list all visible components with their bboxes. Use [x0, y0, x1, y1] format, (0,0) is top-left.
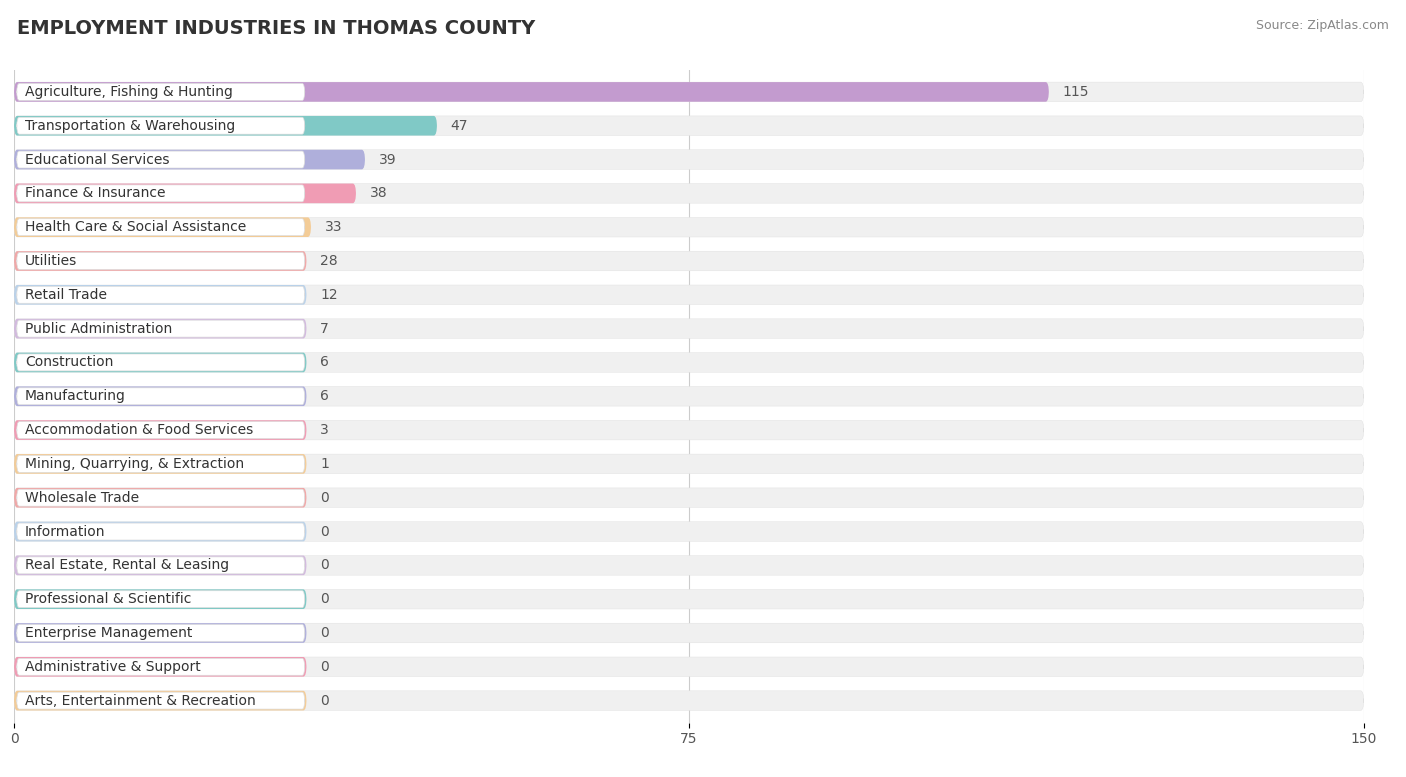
FancyBboxPatch shape [17, 490, 305, 506]
Text: 0: 0 [321, 694, 329, 708]
Text: 0: 0 [321, 660, 329, 674]
FancyBboxPatch shape [14, 691, 1364, 710]
Text: 3: 3 [321, 423, 329, 437]
FancyBboxPatch shape [14, 150, 366, 169]
FancyBboxPatch shape [17, 625, 305, 642]
Text: Construction: Construction [25, 355, 114, 369]
FancyBboxPatch shape [17, 658, 305, 675]
FancyBboxPatch shape [14, 82, 1049, 102]
FancyBboxPatch shape [17, 219, 305, 235]
FancyBboxPatch shape [17, 692, 305, 709]
Text: Finance & Insurance: Finance & Insurance [25, 186, 166, 200]
FancyBboxPatch shape [14, 386, 307, 406]
FancyBboxPatch shape [14, 319, 307, 339]
FancyBboxPatch shape [17, 455, 305, 472]
Text: 28: 28 [321, 254, 337, 268]
FancyBboxPatch shape [17, 117, 305, 134]
FancyBboxPatch shape [14, 521, 1364, 542]
Text: Agriculture, Fishing & Hunting: Agriculture, Fishing & Hunting [25, 85, 233, 99]
FancyBboxPatch shape [14, 590, 307, 609]
FancyBboxPatch shape [14, 556, 1364, 575]
FancyBboxPatch shape [17, 83, 305, 100]
FancyBboxPatch shape [14, 251, 1364, 271]
FancyBboxPatch shape [14, 218, 311, 237]
FancyBboxPatch shape [14, 657, 307, 677]
Text: Retail Trade: Retail Trade [25, 287, 107, 301]
Text: 0: 0 [321, 592, 329, 606]
FancyBboxPatch shape [17, 185, 305, 202]
Text: Transportation & Warehousing: Transportation & Warehousing [25, 119, 235, 133]
Text: Mining, Quarrying, & Extraction: Mining, Quarrying, & Extraction [25, 457, 245, 471]
Text: 39: 39 [378, 152, 396, 166]
FancyBboxPatch shape [14, 657, 1364, 677]
FancyBboxPatch shape [17, 422, 305, 438]
FancyBboxPatch shape [14, 116, 437, 135]
FancyBboxPatch shape [14, 218, 1364, 237]
FancyBboxPatch shape [14, 116, 1364, 135]
Text: 6: 6 [321, 355, 329, 369]
Text: Utilities: Utilities [25, 254, 77, 268]
Text: 12: 12 [321, 287, 337, 301]
FancyBboxPatch shape [17, 354, 305, 371]
Text: 47: 47 [450, 119, 468, 133]
FancyBboxPatch shape [14, 454, 307, 474]
FancyBboxPatch shape [17, 287, 305, 303]
Text: Arts, Entertainment & Recreation: Arts, Entertainment & Recreation [25, 694, 256, 708]
Text: Information: Information [25, 524, 105, 538]
Text: Educational Services: Educational Services [25, 152, 169, 166]
FancyBboxPatch shape [14, 386, 1364, 406]
FancyBboxPatch shape [14, 285, 1364, 305]
FancyBboxPatch shape [14, 353, 1364, 372]
FancyBboxPatch shape [17, 151, 305, 168]
Text: 0: 0 [321, 626, 329, 640]
FancyBboxPatch shape [14, 183, 356, 203]
FancyBboxPatch shape [14, 556, 307, 575]
Text: Professional & Scientific: Professional & Scientific [25, 592, 191, 606]
FancyBboxPatch shape [14, 353, 307, 372]
FancyBboxPatch shape [14, 150, 1364, 169]
Text: 6: 6 [321, 389, 329, 403]
FancyBboxPatch shape [14, 623, 1364, 643]
Text: Manufacturing: Manufacturing [25, 389, 125, 403]
FancyBboxPatch shape [14, 285, 307, 305]
Text: 1: 1 [321, 457, 329, 471]
Text: Wholesale Trade: Wholesale Trade [25, 491, 139, 505]
Text: Public Administration: Public Administration [25, 322, 172, 336]
FancyBboxPatch shape [17, 253, 305, 270]
Text: Real Estate, Rental & Leasing: Real Estate, Rental & Leasing [25, 559, 229, 573]
FancyBboxPatch shape [14, 623, 307, 643]
FancyBboxPatch shape [14, 420, 307, 440]
FancyBboxPatch shape [14, 454, 1364, 474]
FancyBboxPatch shape [14, 521, 307, 542]
FancyBboxPatch shape [14, 251, 307, 271]
Text: EMPLOYMENT INDUSTRIES IN THOMAS COUNTY: EMPLOYMENT INDUSTRIES IN THOMAS COUNTY [17, 19, 536, 38]
FancyBboxPatch shape [14, 183, 1364, 203]
FancyBboxPatch shape [14, 691, 307, 710]
FancyBboxPatch shape [14, 488, 307, 507]
Text: Enterprise Management: Enterprise Management [25, 626, 193, 640]
FancyBboxPatch shape [17, 320, 305, 337]
Text: Source: ZipAtlas.com: Source: ZipAtlas.com [1256, 19, 1389, 33]
Text: Health Care & Social Assistance: Health Care & Social Assistance [25, 220, 246, 234]
Text: Administrative & Support: Administrative & Support [25, 660, 201, 674]
Text: 7: 7 [321, 322, 329, 336]
FancyBboxPatch shape [14, 488, 1364, 507]
FancyBboxPatch shape [14, 82, 1364, 102]
FancyBboxPatch shape [17, 591, 305, 608]
Text: 0: 0 [321, 559, 329, 573]
FancyBboxPatch shape [17, 557, 305, 573]
FancyBboxPatch shape [14, 590, 1364, 609]
Text: 0: 0 [321, 524, 329, 538]
Text: 33: 33 [325, 220, 342, 234]
FancyBboxPatch shape [14, 420, 1364, 440]
Text: 115: 115 [1063, 85, 1088, 99]
FancyBboxPatch shape [14, 319, 1364, 339]
Text: 38: 38 [370, 186, 387, 200]
FancyBboxPatch shape [17, 388, 305, 405]
FancyBboxPatch shape [17, 523, 305, 540]
Text: Accommodation & Food Services: Accommodation & Food Services [25, 423, 253, 437]
Text: 0: 0 [321, 491, 329, 505]
